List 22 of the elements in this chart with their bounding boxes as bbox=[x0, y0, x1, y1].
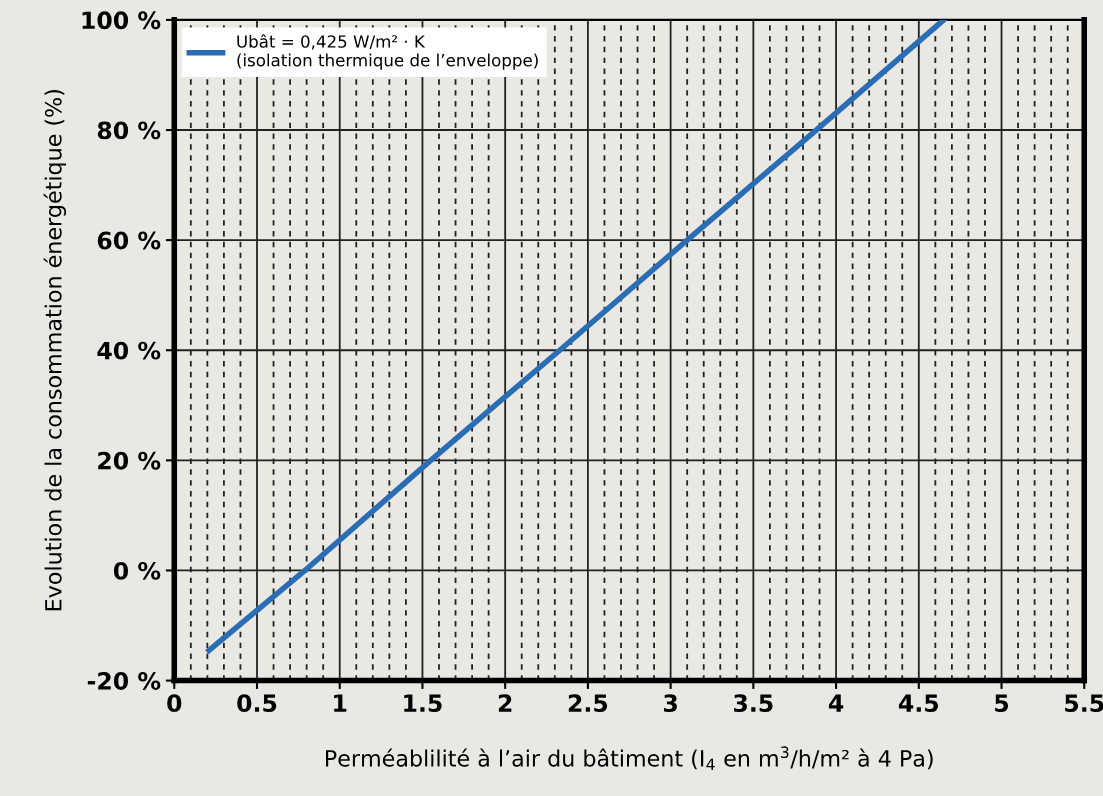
x-tick-label: 0.5 bbox=[237, 694, 277, 713]
x-tick-label: 4.5 bbox=[898, 694, 939, 713]
x-tick-label: 2.5 bbox=[568, 694, 608, 713]
x-tick-label: 3 bbox=[663, 694, 677, 713]
y-axis-title: Evolution de la consommation énergétique (%) bbox=[43, 90, 67, 611]
y-tick-label: -20 % bbox=[87, 672, 161, 690]
x-axis-title: Perméablilité à l’air du bâtiment (I$_{4}$ en m$^{3}$/h/m² à 4 Pa) bbox=[326, 746, 933, 771]
x-tick-label: 5 bbox=[995, 694, 1009, 713]
x-tick-label: 5.5 bbox=[1065, 694, 1103, 713]
x-tick-label: 4 bbox=[828, 694, 844, 712]
y-tick-label: 20 % bbox=[98, 451, 161, 470]
x-tick-label: 2 bbox=[498, 694, 512, 712]
y-tick-label: 100 % bbox=[82, 11, 161, 30]
x-tick-label: 1.5 bbox=[404, 694, 442, 713]
y-tick-label: 80 % bbox=[97, 121, 161, 140]
legend-label: Ubât = 0,425 W/m² · K (isolation thermique de l’enveloppe) bbox=[237, 34, 538, 70]
x-tick-label: 0 bbox=[167, 694, 182, 713]
x-tick-label: 1 bbox=[334, 694, 347, 712]
y-tick-label: 60 % bbox=[97, 231, 161, 250]
y-tick-label: 40 % bbox=[97, 341, 161, 360]
y-tick-label: 0 % bbox=[113, 561, 161, 580]
x-tick-label: 3.5 bbox=[734, 694, 773, 713]
